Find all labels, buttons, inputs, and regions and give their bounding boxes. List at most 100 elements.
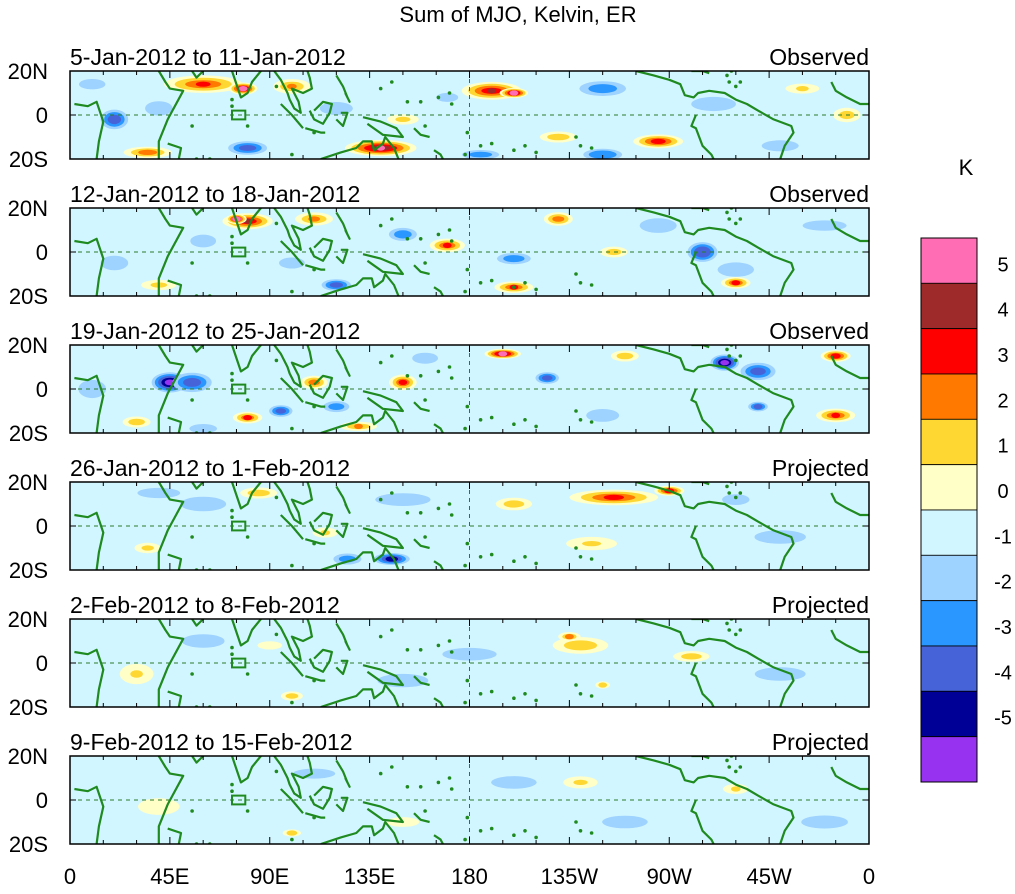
coastline bbox=[635, 345, 795, 433]
island-dot bbox=[463, 563, 467, 568]
colorbar-swatch bbox=[920, 237, 978, 284]
y-tick-label: 20S bbox=[9, 695, 48, 720]
island-dot bbox=[512, 559, 516, 563]
coastline bbox=[691, 345, 710, 349]
contour-fill bbox=[616, 352, 634, 360]
coastlines bbox=[74, 482, 869, 570]
island-dot bbox=[312, 541, 316, 546]
coastline bbox=[433, 697, 444, 707]
coastline bbox=[320, 135, 400, 159]
map-panel-6: 9-Feb-2012 to 15-Feb-2012 Projected 20N 0 20… bbox=[8, 729, 870, 857]
island-dot bbox=[290, 152, 294, 157]
y-tick-label: 20S bbox=[9, 832, 48, 857]
colorbar-swatch bbox=[920, 554, 978, 601]
island-dot bbox=[523, 692, 527, 696]
island-dot bbox=[578, 692, 583, 696]
island-dot bbox=[447, 365, 452, 369]
island-dot bbox=[727, 354, 731, 358]
coastline bbox=[335, 248, 349, 265]
coastline bbox=[273, 71, 313, 114]
contour-fill bbox=[243, 415, 253, 421]
coastline bbox=[335, 759, 351, 788]
island-dot bbox=[418, 648, 423, 652]
coastline bbox=[280, 514, 304, 540]
anomaly-region bbox=[785, 83, 820, 94]
contour-fill bbox=[503, 255, 525, 263]
anomaly-region bbox=[233, 411, 263, 424]
contour-fill bbox=[831, 412, 841, 418]
coastline bbox=[191, 756, 204, 764]
island-dot bbox=[230, 378, 234, 383]
coastline bbox=[157, 756, 185, 844]
coastline bbox=[308, 374, 333, 399]
island-dot bbox=[734, 221, 738, 226]
y-tick-label: 0 bbox=[36, 377, 48, 402]
contour-fill bbox=[293, 768, 336, 779]
coastline bbox=[635, 71, 795, 159]
coastline bbox=[335, 74, 351, 103]
coastline bbox=[280, 377, 304, 403]
coastline bbox=[413, 127, 430, 139]
panel-period-label: 26-Jan-2012 to 1-Feb-2012 bbox=[70, 455, 350, 481]
island-dot bbox=[418, 374, 423, 378]
anomaly-region bbox=[539, 131, 577, 143]
coastline bbox=[157, 482, 185, 570]
island-dot bbox=[274, 358, 279, 363]
panel-group: 5-Jan-2012 to 11-Jan-2012 Observed 20N 0 20S… bbox=[8, 44, 870, 857]
contour-fill bbox=[509, 90, 519, 96]
island-dot bbox=[478, 692, 483, 696]
anomaly-region bbox=[673, 651, 710, 662]
island-dot bbox=[534, 150, 538, 155]
coastline bbox=[320, 409, 400, 433]
island-dot bbox=[378, 86, 383, 91]
anomaly-region bbox=[543, 212, 573, 226]
island-dot bbox=[423, 535, 427, 539]
coastline bbox=[335, 211, 351, 240]
island-dot bbox=[463, 289, 467, 294]
anomaly-region bbox=[228, 141, 268, 155]
island-dot bbox=[230, 782, 234, 787]
coastline bbox=[335, 485, 351, 514]
coastlines bbox=[74, 756, 869, 844]
anomaly-region bbox=[583, 148, 623, 159]
y-tick-label: 20N bbox=[8, 59, 48, 84]
contour-fill bbox=[731, 786, 741, 792]
contour-fill bbox=[796, 86, 809, 92]
anomaly-region bbox=[563, 776, 598, 789]
coastline bbox=[635, 619, 795, 707]
contour-fill bbox=[238, 86, 248, 92]
anomaly-region bbox=[257, 641, 283, 650]
anomaly-region bbox=[495, 497, 533, 511]
island-dot bbox=[405, 237, 410, 241]
island-dot bbox=[463, 426, 467, 431]
island-dot bbox=[230, 97, 234, 102]
contour-fill bbox=[328, 403, 345, 410]
contour-fill bbox=[141, 545, 154, 551]
map-panel-2: 12-Jan-2012 to 18-Jan-2012 Observed 20N 0 20… bbox=[8, 181, 870, 309]
island-dot bbox=[436, 95, 441, 100]
contour-fill bbox=[498, 351, 508, 357]
colorbar-label: -2 bbox=[994, 572, 1012, 594]
colorbar-unit: K bbox=[959, 155, 974, 180]
island-dot bbox=[245, 535, 250, 539]
anomaly-region bbox=[499, 88, 529, 98]
island-dot bbox=[190, 261, 194, 265]
coastline bbox=[230, 482, 262, 510]
coastline bbox=[191, 208, 204, 216]
island-dot bbox=[447, 91, 452, 95]
contour-fill bbox=[588, 84, 617, 94]
contour-fill bbox=[319, 102, 353, 115]
contour-fill bbox=[183, 377, 202, 387]
island-dot bbox=[290, 837, 294, 842]
contour-fill bbox=[552, 216, 565, 222]
panel-field bbox=[70, 345, 869, 433]
anomaly-region bbox=[816, 408, 856, 423]
island-dot bbox=[512, 833, 516, 837]
colorbar-swatch bbox=[920, 645, 978, 692]
y-tick-label: 20N bbox=[8, 196, 48, 221]
coastline bbox=[280, 240, 304, 266]
contour-fill bbox=[128, 418, 145, 426]
region-marker bbox=[231, 109, 247, 121]
